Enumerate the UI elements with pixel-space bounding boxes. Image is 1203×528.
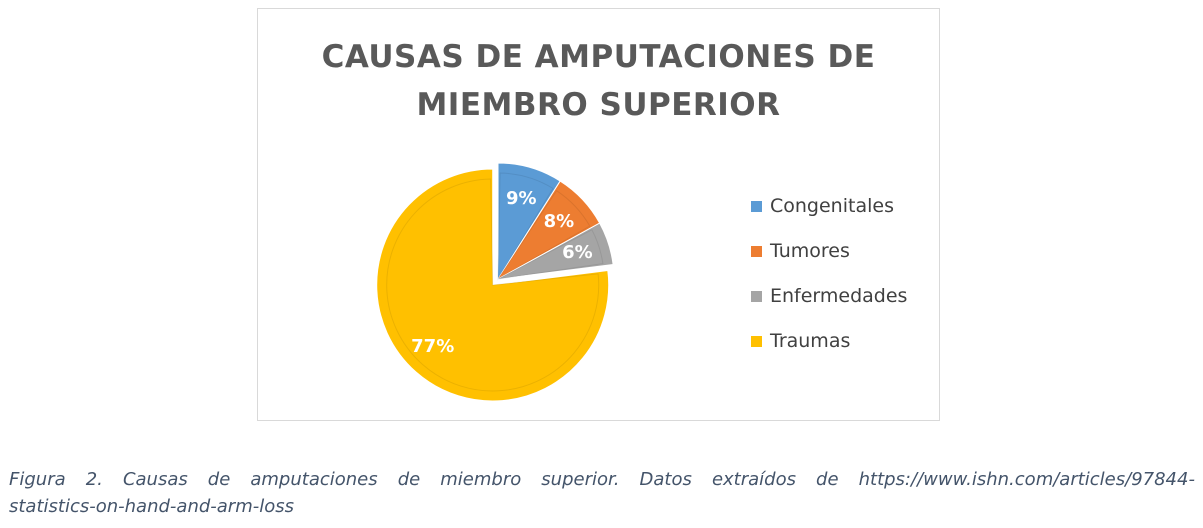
caption-line-1: Figura 2. Causas de amputaciones de miembro sup… — [9, 466, 1195, 493]
caption-word: amputaciones — [250, 469, 378, 490]
caption-word: de — [397, 469, 421, 490]
chart-title: CAUSAS DE AMPUTACIONES DE MIEMBRO SUPERI… — [258, 33, 939, 129]
chart-title-line-2: MIEMBRO SUPERIOR — [416, 87, 781, 123]
pie-slice-inner-traumas — [386, 178, 600, 392]
caption-word: superior. — [541, 469, 620, 490]
caption-word: Datos — [639, 469, 692, 490]
legend-item-tumores: Tumores — [751, 238, 931, 283]
caption-word: de — [816, 469, 839, 490]
caption-word: Figura — [9, 469, 66, 490]
caption-word: Causas — [122, 469, 188, 490]
legend-swatch — [751, 246, 762, 257]
caption-word: https://www.ishn.com/articles/97844- — [858, 469, 1195, 490]
pie-slice-inner-tumores — [497, 189, 591, 280]
caption-line-2: statistics-on-hand-and-arm-loss — [9, 496, 295, 517]
caption-word: 2. — [85, 469, 103, 490]
legend-swatch — [751, 336, 762, 347]
legend-label: Congenitales — [770, 195, 894, 217]
figure-caption: Figura 2. Causas de amputaciones de miembro sup… — [9, 466, 1195, 520]
legend-swatch — [751, 291, 762, 302]
pie-chart: 9% 8% 6% 77% — [376, 162, 614, 402]
chart-title-line-1: CAUSAS DE AMPUTACIONES DE — [321, 39, 876, 75]
data-label-congenitales: 9% — [506, 188, 537, 209]
chart-area: CAUSAS DE AMPUTACIONES DE MIEMBRO SUPERI… — [257, 8, 940, 421]
caption-word: de — [207, 469, 231, 490]
pie-slice-inner-congenitales — [497, 172, 554, 281]
legend-item-congenitales: Congenitales — [751, 193, 931, 238]
legend-item-traumas: Traumas — [751, 328, 931, 373]
legend-item-enfermedades: Enfermedades — [751, 283, 931, 328]
caption-word: extraídos — [711, 469, 796, 490]
caption-word: miembro — [440, 469, 522, 490]
legend-label: Tumores — [770, 240, 850, 262]
data-label-tumores: 8% — [544, 211, 575, 232]
legend-label: Traumas — [770, 330, 851, 352]
legend: Congenitales Tumores Enfermedades Traumas — [751, 193, 931, 373]
pie-slice-inner-enfermedades — [497, 229, 604, 280]
data-label-enfermedades: 6% — [562, 242, 593, 263]
legend-label: Enfermedades — [770, 285, 908, 307]
legend-swatch — [751, 201, 762, 212]
data-label-traumas: 77% — [411, 336, 454, 357]
